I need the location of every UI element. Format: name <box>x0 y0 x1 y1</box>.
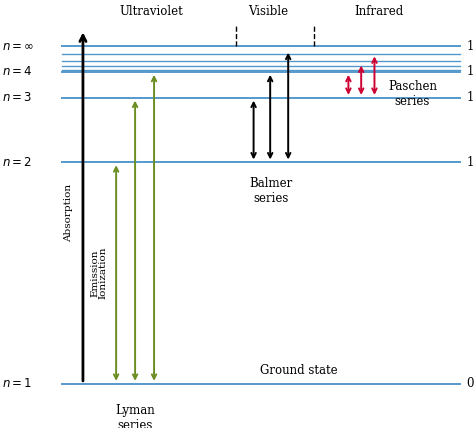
Text: Absorption: Absorption <box>64 184 73 242</box>
Text: 12.8 eV: 12.8 eV <box>467 65 474 78</box>
Text: Paschen
series: Paschen series <box>388 80 437 108</box>
Text: Emission: Emission <box>91 249 99 297</box>
Text: 10.2 eV: 10.2 eV <box>467 156 474 169</box>
Text: 13.6 eV: 13.6 eV <box>467 40 474 53</box>
Text: $n = 1$: $n = 1$ <box>2 377 33 390</box>
Text: Ground state: Ground state <box>260 364 337 377</box>
Text: Infrared: Infrared <box>355 6 404 18</box>
Text: 12.1 eV: 12.1 eV <box>467 91 474 104</box>
Text: $n = \infty$: $n = \infty$ <box>2 40 35 53</box>
Text: $n = 2$: $n = 2$ <box>2 156 33 169</box>
Text: Lyman
series: Lyman series <box>115 404 155 428</box>
Text: Ionization: Ionization <box>99 247 107 299</box>
Text: $n = 4$: $n = 4$ <box>2 65 33 78</box>
Text: $n = 3$: $n = 3$ <box>2 91 33 104</box>
Text: 0 eV: 0 eV <box>467 377 474 390</box>
Text: Visible: Visible <box>248 6 288 18</box>
Text: Balmer
series: Balmer series <box>249 177 293 205</box>
Text: Ultraviolet: Ultraviolet <box>120 6 183 18</box>
